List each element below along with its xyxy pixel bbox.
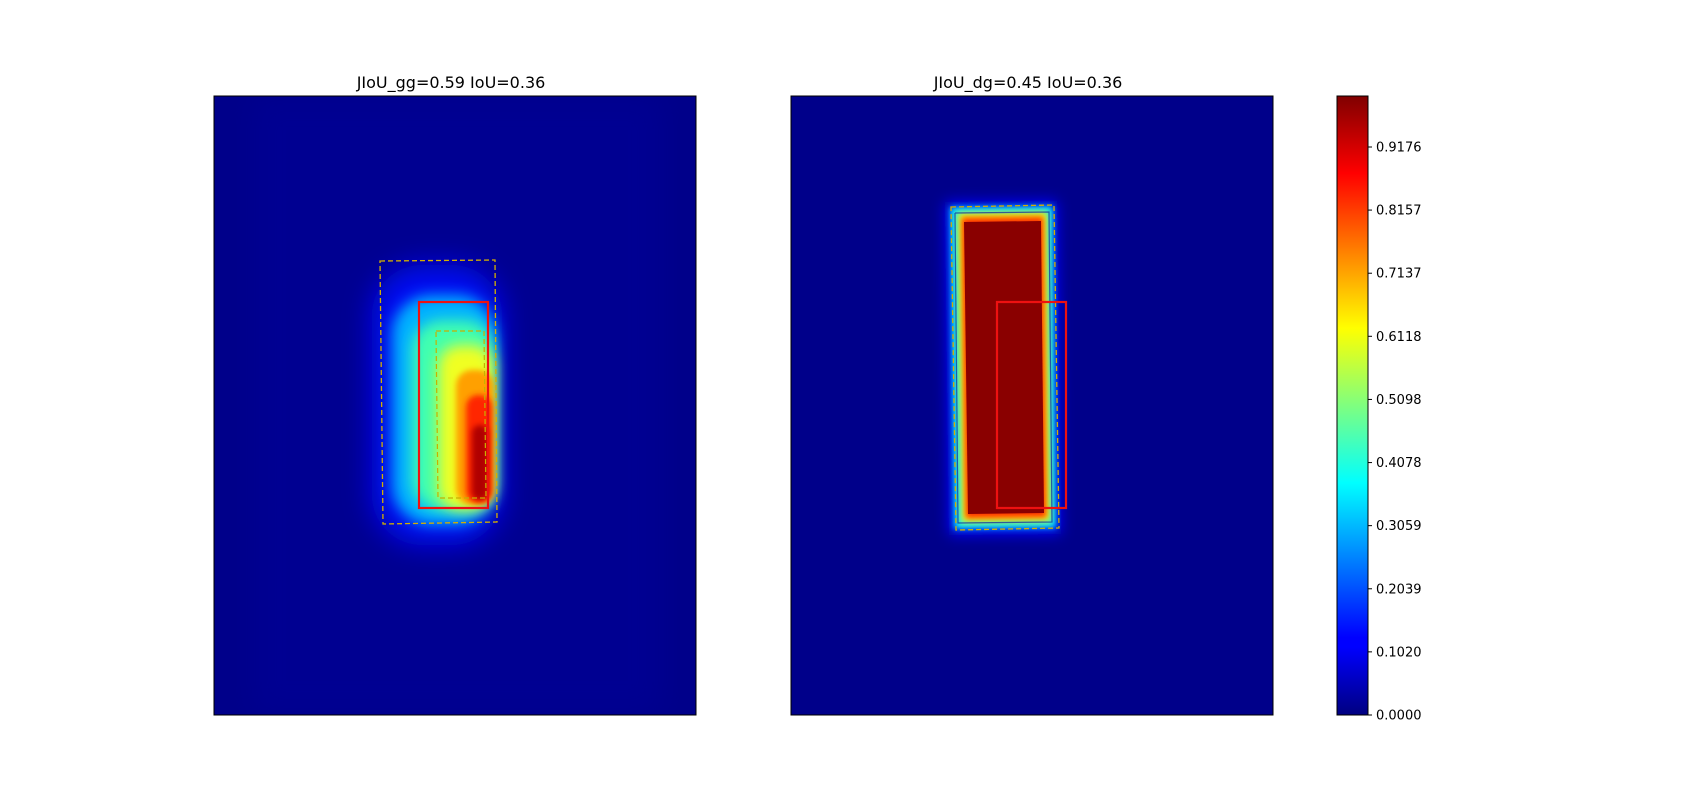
colorbar-tick-label: 0.3059 [1376,519,1422,534]
colorbar-tick-label: 0.6118 [1376,330,1422,345]
heat-core-2 [964,221,1044,514]
heatmap-panel-2: JIoU_dg=0.45 IoU=0.36 [790,73,1274,716]
panel-2-frame [790,95,1274,716]
red-solid-box-2 [995,300,1068,510]
colorbar-tick-label: 0.9176 [1376,141,1422,156]
colorbar-tick-label: 0.5098 [1376,393,1422,408]
colorbar-tick-label: 0.2039 [1376,582,1422,597]
colorbar-ticks: 0.0000 0.1020 0.2039 0.3059 0.4078 0.5098 0.61… [1368,141,1422,724]
colorbar-tick-label: 0.7137 [1376,267,1422,282]
heatmap-panel-1: JIoU_gg=0.59 IoU=0.36 [213,73,697,716]
colorbar-tick-label: 0.1020 [1376,645,1422,660]
colorbar-gradient [1337,96,1368,715]
panel-2-title: JIoU_dg=0.45 IoU=0.36 [933,73,1123,93]
red-solid-box [417,300,490,510]
colorbar-tick-label: 0.4078 [1376,456,1422,471]
panel-1-title: JIoU_gg=0.59 IoU=0.36 [356,73,546,93]
yellow-dashed-inner-box [435,330,487,499]
colorbar-tick-label: 0.8157 [1376,204,1422,219]
colorbar: 0.0000 0.1020 0.2039 0.3059 0.4078 0.5098 0.61… [1336,95,1422,724]
panel-1-frame [213,95,697,716]
colorbar-frame [1336,95,1369,716]
yellow-dashed-box [950,204,1060,531]
yellow-dashed-outer-box [379,259,498,525]
colorbar-tick-label: 0.0000 [1376,709,1422,724]
